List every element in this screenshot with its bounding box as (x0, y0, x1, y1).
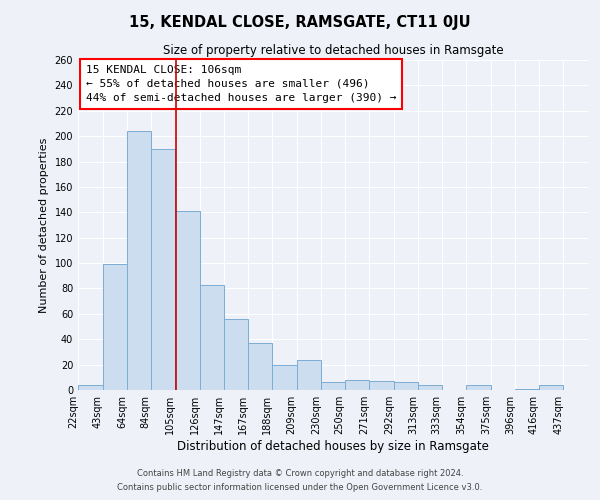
Bar (200, 284, 224, 390)
Bar (344, 380, 369, 390)
X-axis label: Distribution of detached houses by size in Ramsgate: Distribution of detached houses by size … (177, 440, 489, 453)
Title: Size of property relative to detached houses in Ramsgate: Size of property relative to detached ho… (163, 44, 503, 58)
Bar (272, 364, 297, 390)
Bar (151, 149, 175, 390)
Bar (539, 385, 563, 390)
Bar (297, 360, 322, 390)
Bar (394, 382, 418, 390)
Bar (369, 381, 394, 390)
Bar (466, 385, 491, 390)
Y-axis label: Number of detached properties: Number of detached properties (39, 138, 49, 312)
Text: 15, KENDAL CLOSE, RAMSGATE, CT11 0JU: 15, KENDAL CLOSE, RAMSGATE, CT11 0JU (129, 15, 471, 30)
Text: 15 KENDAL CLOSE: 106sqm
← 55% of detached houses are smaller (496)
44% of semi-d: 15 KENDAL CLOSE: 106sqm ← 55% of detache… (86, 65, 396, 103)
Bar (248, 343, 272, 390)
Bar (418, 385, 442, 390)
Bar (175, 211, 200, 390)
Text: Contains public sector information licensed under the Open Government Licence v3: Contains public sector information licen… (118, 484, 482, 492)
Bar (515, 388, 539, 390)
Bar (224, 319, 248, 390)
Bar (127, 131, 151, 390)
Bar (78, 385, 103, 390)
Bar (322, 382, 344, 390)
Bar (103, 264, 127, 390)
Text: Contains HM Land Registry data © Crown copyright and database right 2024.: Contains HM Land Registry data © Crown c… (137, 468, 463, 477)
